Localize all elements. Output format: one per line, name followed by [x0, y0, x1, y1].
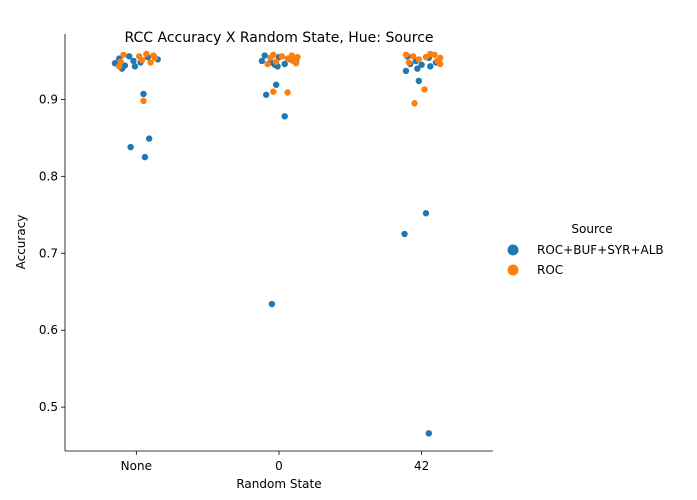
data-point-roc — [411, 100, 418, 107]
data-points — [111, 50, 444, 437]
legend-label-roc-buf-syr-alb: ROC+BUF+SYR+ALB — [537, 243, 664, 257]
data-point-roc-buf-syr-alb — [131, 63, 139, 70]
data-point-roc-buf-syr-alb — [414, 65, 421, 72]
data-point-roc — [284, 89, 291, 96]
legend-marker-roc-buf-syr-alb — [507, 244, 519, 256]
data-point-roc-buf-syr-alb — [427, 63, 434, 70]
data-point-roc — [143, 50, 150, 58]
data-point-roc — [421, 86, 428, 93]
y-tick-label: 0.5 — [39, 400, 58, 414]
data-point-roc — [415, 56, 423, 63]
data-point-roc-buf-syr-alb — [272, 81, 280, 88]
data-point-roc — [270, 88, 277, 95]
data-point-roc-buf-syr-alb — [402, 67, 410, 75]
data-point-roc — [292, 60, 300, 67]
data-point-roc — [138, 56, 146, 64]
data-point-roc — [284, 55, 291, 62]
data-point-roc-buf-syr-alb — [262, 91, 270, 98]
legend-title: Source — [571, 222, 612, 236]
data-point-roc-buf-syr-alb — [140, 90, 147, 98]
legend-marker-roc — [507, 264, 519, 276]
data-point-roc-buf-syr-alb — [425, 430, 432, 437]
data-point-roc — [151, 54, 159, 62]
data-point-roc-buf-syr-alb — [261, 52, 268, 59]
data-point-roc — [267, 54, 274, 62]
y-axis-label: Accuracy — [14, 215, 28, 270]
x-ticks: None 0 42 — [121, 451, 429, 473]
legend-label-roc: ROC — [537, 263, 563, 277]
data-point-roc — [405, 59, 413, 66]
data-point-roc — [272, 58, 280, 65]
data-point-roc-buf-syr-alb — [401, 230, 408, 238]
data-point-roc-buf-syr-alb — [281, 60, 288, 68]
y-tick-label: 0.9 — [39, 92, 58, 106]
data-point-roc-buf-syr-alb — [268, 300, 276, 308]
data-point-roc-buf-syr-alb — [130, 57, 137, 65]
y-ticks: 0.5 0.6 0.7 0.8 0.9 — [39, 92, 65, 414]
data-point-roc — [431, 51, 438, 58]
data-point-roc-buf-syr-alb — [281, 113, 288, 120]
data-point-roc-buf-syr-alb — [145, 135, 153, 142]
data-point-roc — [116, 63, 123, 70]
data-point-roc — [147, 59, 154, 66]
data-point-roc-buf-syr-alb — [422, 210, 430, 217]
data-point-roc-buf-syr-alb — [258, 57, 266, 65]
data-point-roc — [409, 53, 417, 60]
x-tick-label: None — [121, 459, 152, 473]
data-point-roc — [120, 51, 127, 58]
data-point-roc-buf-syr-alb — [126, 53, 133, 60]
data-point-roc-buf-syr-alb — [418, 61, 425, 68]
plot-area: 0.5 0.6 0.7 0.8 0.9 None 0 42 — [39, 34, 493, 473]
x-axis-label: Random State — [236, 477, 321, 491]
x-tick-label: 0 — [275, 459, 283, 473]
data-point-roc — [437, 60, 444, 68]
y-tick-label: 0.7 — [39, 246, 58, 260]
data-point-roc — [278, 53, 286, 60]
chart-title: RCC Accuracy X Random State, Hue: Source — [124, 30, 433, 46]
data-point-roc-buf-syr-alb — [415, 77, 423, 85]
y-tick-label: 0.6 — [39, 323, 58, 337]
data-point-roc-buf-syr-alb — [127, 143, 134, 151]
legend: Source ROC+BUF+SYR+ALB ROC — [507, 222, 664, 277]
data-point-roc-buf-syr-alb — [141, 153, 149, 161]
data-point-roc — [402, 51, 410, 58]
data-point-roc — [294, 53, 301, 61]
x-tick-label: 42 — [414, 459, 429, 473]
data-point-roc — [422, 53, 430, 61]
data-point-roc — [264, 60, 271, 68]
y-tick-label: 0.8 — [39, 169, 58, 183]
data-point-roc — [140, 97, 147, 105]
